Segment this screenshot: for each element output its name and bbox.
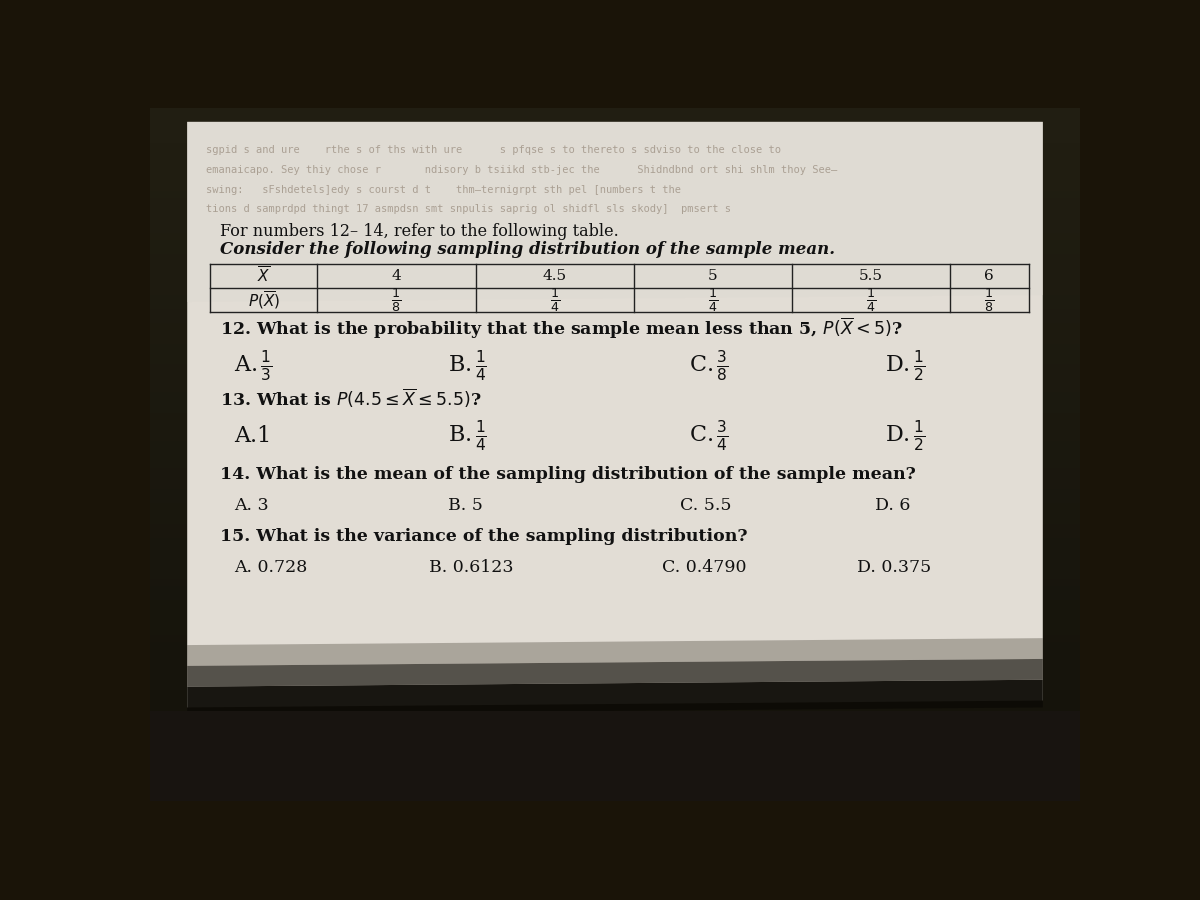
Text: D.$\,\frac{1}{2}$: D.$\,\frac{1}{2}$ [884, 418, 925, 454]
Text: B.$\,\frac{1}{4}$: B.$\,\frac{1}{4}$ [448, 418, 486, 454]
Text: For numbers 12– 14, refer to the following table.: For numbers 12– 14, refer to the followi… [220, 223, 618, 240]
Text: C.$\,\frac{3}{8}$: C.$\,\frac{3}{8}$ [689, 347, 730, 382]
Polygon shape [187, 659, 1043, 687]
Text: 14. What is the mean of the sampling distribution of the sample mean?: 14. What is the mean of the sampling dis… [220, 466, 916, 482]
Text: C. 0.4790: C. 0.4790 [661, 559, 746, 576]
Text: A. 0.728: A. 0.728 [234, 559, 307, 576]
Polygon shape [187, 638, 1043, 666]
Text: sgpid s and ure    rthe s of ths with ure      s pfqse s to thereto s sdviso to : sgpid s and ure rthe s of ths with ure s… [206, 145, 781, 155]
Text: $\frac{1}{4}$: $\frac{1}{4}$ [708, 286, 718, 314]
Text: $\overline{X}$: $\overline{X}$ [257, 266, 271, 286]
Text: swing:   sFshdetels]edy s courst d t    thm—ternigrpt sth pel [numbers t the: swing: sFshdetels]edy s courst d t thm—t… [206, 184, 680, 194]
Text: 4.5: 4.5 [542, 269, 566, 284]
Text: $P(\overline{X})$: $P(\overline{X})$ [248, 290, 280, 311]
Text: C.$\,\frac{3}{4}$: C.$\,\frac{3}{4}$ [689, 418, 730, 454]
Text: A.1: A.1 [234, 425, 271, 447]
Text: 13. What is $P(4.5 \leq \overline{X} \leq 5.5)$?: 13. What is $P(4.5 \leq \overline{X} \le… [220, 387, 481, 410]
Text: B. 0.6123: B. 0.6123 [430, 559, 514, 576]
Text: D. 0.375: D. 0.375 [857, 559, 931, 576]
Text: A.$\,\frac{1}{3}$: A.$\,\frac{1}{3}$ [234, 347, 272, 382]
Text: C. 5.5: C. 5.5 [680, 497, 732, 514]
Text: 15. What is the variance of the sampling distribution?: 15. What is the variance of the sampling… [220, 528, 748, 545]
Text: $\frac{1}{4}$: $\frac{1}{4}$ [550, 286, 559, 314]
Text: 4: 4 [391, 269, 401, 284]
Text: A. 3: A. 3 [234, 497, 269, 514]
Text: $\frac{1}{8}$: $\frac{1}{8}$ [391, 286, 402, 314]
Text: D.$\,\frac{1}{2}$: D.$\,\frac{1}{2}$ [884, 347, 925, 382]
Text: D. 6: D. 6 [876, 497, 911, 514]
Text: B.$\,\frac{1}{4}$: B.$\,\frac{1}{4}$ [448, 347, 486, 382]
Polygon shape [187, 680, 1043, 715]
Text: 5.5: 5.5 [859, 269, 883, 284]
Text: B. 5: B. 5 [448, 497, 482, 514]
Text: $\frac{1}{4}$: $\frac{1}{4}$ [865, 286, 876, 314]
Text: tions d samprdpd thingt 17 asmpdsn smt snpulis saprig ol shidfl sls skody]  pmse: tions d samprdpd thingt 17 asmpdsn smt s… [206, 204, 731, 214]
Text: emanaicapo. Sey thiy chose r       ndisory b tsiikd stb-jec the      Shidndbnd o: emanaicapo. Sey thiy chose r ndisory b t… [206, 165, 838, 176]
Polygon shape [187, 122, 1043, 707]
Bar [150, 711, 1080, 801]
Text: 6: 6 [984, 269, 995, 284]
Polygon shape [187, 122, 1043, 302]
Text: $\frac{1}{8}$: $\frac{1}{8}$ [984, 286, 995, 314]
Text: Consider the following sampling distribution of the sample mean.: Consider the following sampling distribu… [220, 240, 835, 257]
Text: 12. What is the probability that the sample mean less than 5, $P(\overline{X} < : 12. What is the probability that the sam… [220, 316, 902, 341]
Text: 5: 5 [708, 269, 718, 284]
